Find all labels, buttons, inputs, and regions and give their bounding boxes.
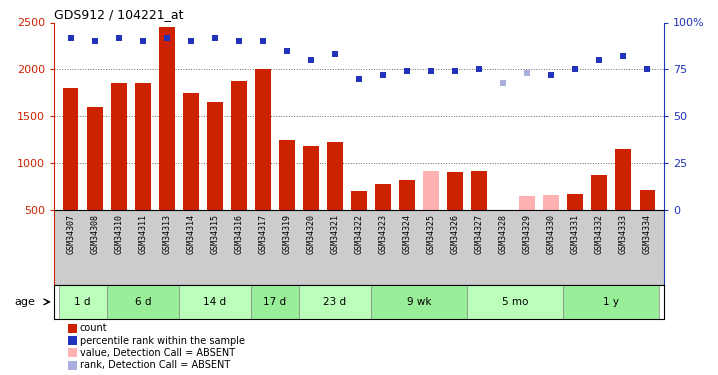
Text: age: age [14,297,35,307]
Bar [424,171,439,210]
Text: GSM34315: GSM34315 [210,214,219,254]
Bar [471,171,487,210]
Text: GSM34328: GSM34328 [499,214,508,254]
Bar [299,285,371,319]
Text: GSM34308: GSM34308 [90,214,99,254]
Text: 6 d: 6 d [134,297,151,307]
Bar [59,285,107,319]
Text: GSM34331: GSM34331 [571,214,579,254]
Text: GSM34320: GSM34320 [307,214,315,254]
Bar [351,191,367,210]
Bar [159,27,174,210]
Text: GSM34325: GSM34325 [426,214,436,254]
Text: GSM34330: GSM34330 [546,214,556,254]
Text: 1 y: 1 y [603,297,620,307]
Bar [63,88,78,210]
Bar [376,184,391,210]
Bar [87,107,103,210]
Text: 9 wk: 9 wk [407,297,432,307]
Text: 17 d: 17 d [264,297,286,307]
Text: GSM34321: GSM34321 [330,214,340,254]
Text: 14 d: 14 d [203,297,226,307]
Text: GSM34324: GSM34324 [403,214,411,254]
Bar [303,146,319,210]
Bar [207,102,223,210]
Text: GSM34322: GSM34322 [355,214,363,254]
Text: GSM34319: GSM34319 [282,214,292,254]
Text: percentile rank within the sample: percentile rank within the sample [80,336,245,345]
Bar [467,285,563,319]
Bar [231,81,247,210]
Bar [107,285,179,319]
Bar [183,93,199,210]
Bar [544,195,559,210]
Text: GSM34332: GSM34332 [595,214,604,254]
Bar [592,175,607,210]
Bar [327,142,342,210]
Text: GDS912 / 104221_at: GDS912 / 104221_at [54,8,183,21]
Text: GSM34317: GSM34317 [258,214,267,254]
Bar [447,172,463,210]
Bar [567,194,583,210]
Text: GSM34310: GSM34310 [114,214,123,254]
Text: 1 d: 1 d [75,297,91,307]
Bar [399,180,415,210]
Bar [111,84,126,210]
Text: GSM34323: GSM34323 [378,214,388,254]
Text: GSM34327: GSM34327 [475,214,484,254]
Text: count: count [80,323,107,333]
Text: 5 mo: 5 mo [502,297,528,307]
Text: value, Detection Call = ABSENT: value, Detection Call = ABSENT [80,348,235,358]
Bar [255,69,271,210]
Text: rank, Detection Call = ABSENT: rank, Detection Call = ABSENT [80,360,230,370]
Bar [615,149,631,210]
Bar [371,285,467,319]
Text: GSM34329: GSM34329 [523,214,532,254]
Text: GSM34333: GSM34333 [619,214,628,254]
Bar [563,285,659,319]
Bar [135,84,151,210]
Bar [251,285,299,319]
Text: GSM34316: GSM34316 [234,214,243,254]
Bar [279,140,294,210]
Text: GSM34311: GSM34311 [139,214,147,254]
Text: GSM34326: GSM34326 [451,214,460,254]
Bar [519,196,535,210]
Text: 23 d: 23 d [323,297,347,307]
Bar [640,190,655,210]
Text: GSM34307: GSM34307 [66,214,75,254]
Bar [179,285,251,319]
Text: GSM34334: GSM34334 [643,214,652,254]
Text: GSM34313: GSM34313 [162,214,172,254]
Text: GSM34314: GSM34314 [186,214,195,254]
